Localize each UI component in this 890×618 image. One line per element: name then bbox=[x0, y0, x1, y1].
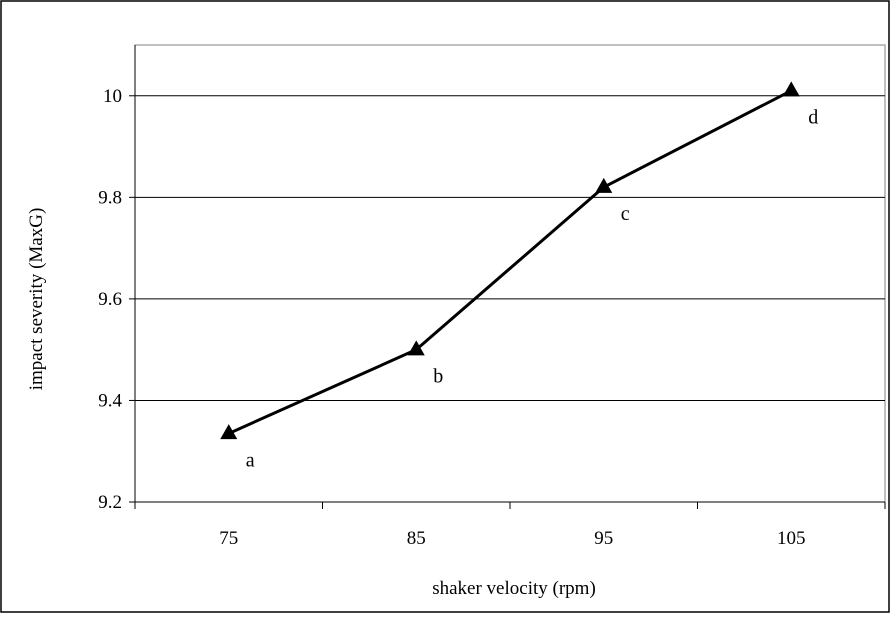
y-tick-label: 9.2 bbox=[98, 492, 122, 513]
data-point-marker bbox=[220, 424, 238, 440]
x-tick-label: 75 bbox=[219, 528, 238, 549]
point-label: d bbox=[808, 107, 818, 129]
y-tick-label: 9.8 bbox=[98, 187, 122, 208]
x-tick-label: 95 bbox=[594, 528, 613, 549]
data-series bbox=[220, 81, 800, 440]
data-point-marker bbox=[407, 340, 425, 356]
y-tick-label: 9.6 bbox=[98, 289, 122, 310]
x-axis-title: shaker velocity (rpm) bbox=[432, 578, 596, 599]
y-tick-label: 10 bbox=[103, 86, 122, 107]
point-label: c bbox=[621, 203, 630, 225]
y-tick-label: 9.4 bbox=[98, 390, 122, 411]
y-tick-labels: 9.2 9.4 9.6 9.8 10 bbox=[98, 86, 122, 513]
x-tick-label: 105 bbox=[777, 528, 806, 549]
x-tick-label: 85 bbox=[407, 528, 426, 549]
point-labels: a b c d bbox=[246, 107, 819, 472]
point-label: b bbox=[433, 366, 443, 388]
gridlines bbox=[135, 95, 885, 401]
x-tick-labels: 75 85 95 105 bbox=[219, 528, 805, 549]
series-line bbox=[228, 89, 792, 435]
y-axis-title: impact severity (MaxG) bbox=[26, 208, 47, 391]
axes bbox=[129, 45, 886, 509]
data-point-marker bbox=[595, 177, 613, 193]
point-label: a bbox=[246, 449, 255, 471]
data-point-marker bbox=[782, 81, 800, 97]
